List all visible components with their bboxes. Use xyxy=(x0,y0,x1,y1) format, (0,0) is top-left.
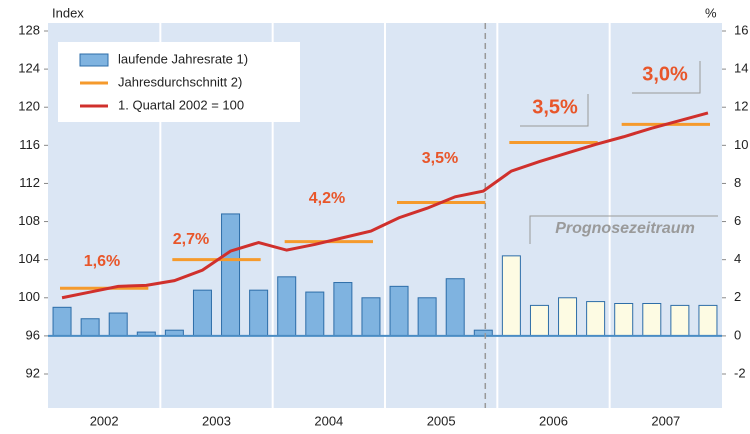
bar xyxy=(221,213,241,337)
bar xyxy=(389,285,409,337)
annotation: 4,2% xyxy=(309,190,345,207)
y-axis-label: Index xyxy=(52,5,84,20)
x-tick-label: 2002 xyxy=(90,413,119,428)
y-tick-label: 100 xyxy=(18,289,40,304)
legend-label: 1. Quartal 2002 = 100 xyxy=(118,97,244,112)
bar xyxy=(52,306,72,337)
y-tick-label: 112 xyxy=(19,175,40,190)
y2-tick-label: 0 xyxy=(734,327,741,342)
annotation: 3,0% xyxy=(642,63,688,85)
bar xyxy=(558,297,578,337)
y-tick-label: 128 xyxy=(18,22,40,37)
y-tick-label: 120 xyxy=(18,99,40,114)
annotation: 2,7% xyxy=(173,231,209,248)
bar xyxy=(445,278,465,337)
annotation: 3,5% xyxy=(532,96,578,118)
bar xyxy=(670,304,690,337)
x-tick-label: 2007 xyxy=(651,413,680,428)
y2-tick-label: 10 xyxy=(734,137,748,152)
bar xyxy=(361,297,381,337)
index-line xyxy=(61,111,709,300)
x-tick-label: 2003 xyxy=(202,413,231,428)
y2-axis-label: % xyxy=(705,5,717,20)
y2-tick-label: 16 xyxy=(734,22,748,37)
y-tick-label: 92 xyxy=(26,365,40,380)
bar xyxy=(249,289,269,337)
y2-tick-label: 6 xyxy=(734,213,741,228)
y-tick-label: 108 xyxy=(18,213,40,228)
legend-label: laufende Jahresrate 1) xyxy=(118,51,248,66)
bar xyxy=(417,297,437,337)
bar xyxy=(501,255,521,337)
legend-label: Jahresdurchschnitt 2) xyxy=(118,74,242,89)
y-tick-label: 116 xyxy=(19,137,40,152)
annotation: Prognosezeitraum xyxy=(555,220,695,237)
y2-tick-label: -2 xyxy=(734,365,746,380)
x-tick-label: 2004 xyxy=(314,413,343,428)
annotation-box xyxy=(632,61,701,94)
annotation: 1,6% xyxy=(84,253,120,270)
y-tick-label: 96 xyxy=(26,327,40,342)
bar xyxy=(108,312,128,337)
bar xyxy=(642,302,662,337)
annotation-box xyxy=(520,94,589,127)
y2-tick-label: 12 xyxy=(734,99,748,114)
annotation-box xyxy=(529,215,718,244)
bar xyxy=(192,289,212,337)
annotation: 3,5% xyxy=(422,150,458,167)
bar xyxy=(698,304,718,337)
y2-tick-label: 4 xyxy=(734,251,741,266)
y2-tick-label: 14 xyxy=(734,61,748,76)
x-tick-label: 2006 xyxy=(539,413,568,428)
bar xyxy=(586,301,606,337)
bar xyxy=(80,318,100,337)
bar xyxy=(305,291,325,337)
bar xyxy=(333,282,353,337)
y2-tick-label: 8 xyxy=(734,175,741,190)
bar xyxy=(277,276,297,337)
y-tick-label: 124 xyxy=(18,61,40,76)
bar xyxy=(614,302,634,337)
y2-tick-label: 2 xyxy=(734,289,741,304)
bar xyxy=(529,304,549,337)
x-tick-label: 2005 xyxy=(427,413,456,428)
y-tick-label: 104 xyxy=(18,251,40,266)
legend-swatch xyxy=(79,53,109,67)
